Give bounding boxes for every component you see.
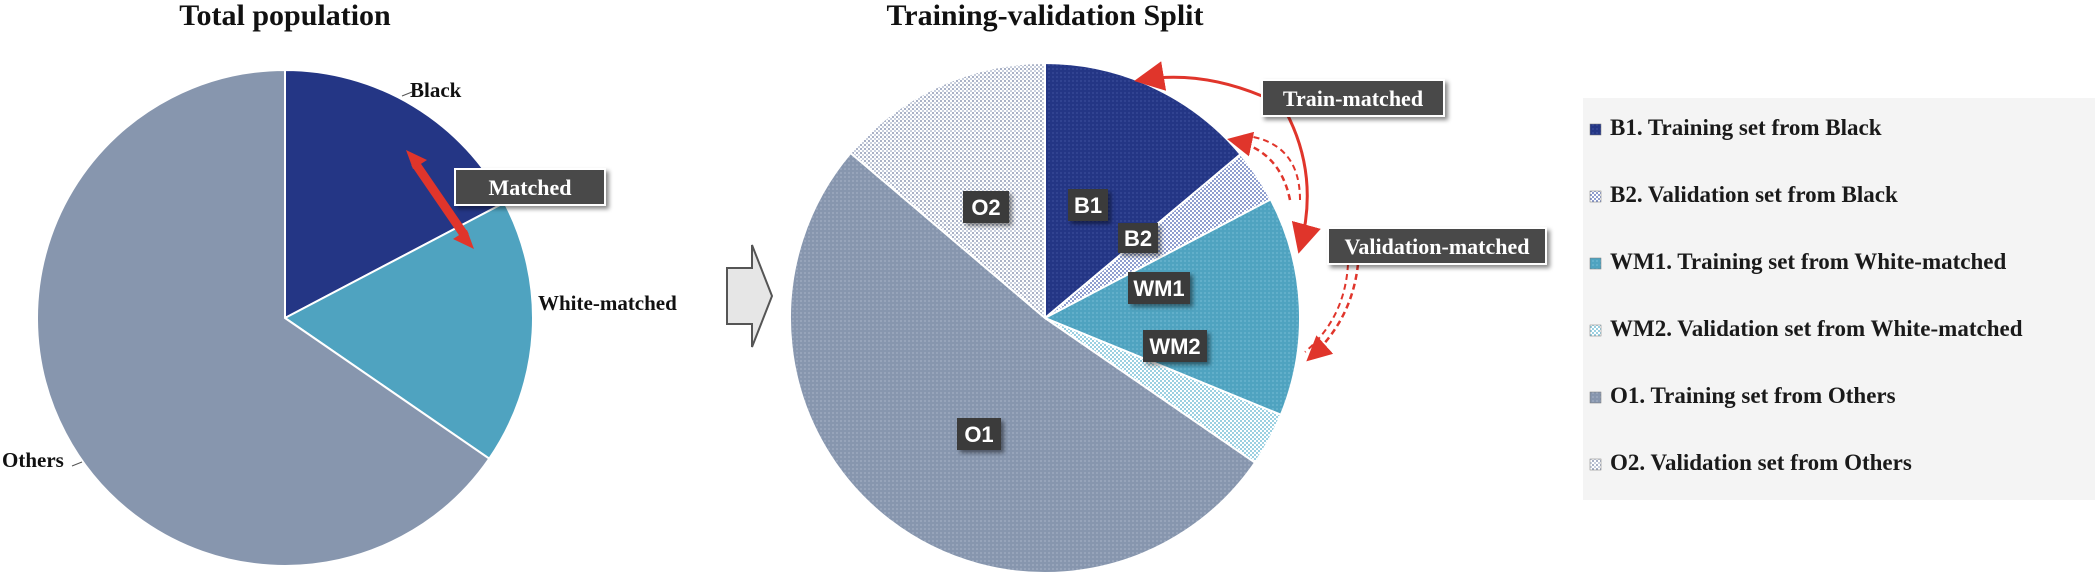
legend: B1. Training set from Black B2. Validatio… — [1589, 115, 2023, 475]
segment-label-wm1: WM1 — [1133, 276, 1184, 301]
legend-background — [1583, 98, 2095, 500]
matched-tag — [454, 168, 606, 206]
train-matched-arrows — [1134, 61, 1321, 254]
left-slice-labels: Black White-matched Others — [2, 78, 677, 472]
legend-entry-o1: O1. Training set from Others — [1610, 383, 1896, 408]
segment-label-b1: B1 — [1074, 193, 1102, 218]
validation-matched-arrows — [1227, 131, 1360, 362]
others-leader-line — [71, 461, 83, 467]
slice-label-black: Black — [410, 78, 462, 102]
right-chart-title: Training-validation Split — [886, 0, 1203, 32]
right-pie — [789, 61, 1301, 574]
legend-swatch-b2 — [1589, 190, 1602, 203]
legend-swatch-o2 — [1589, 458, 1602, 471]
legend-swatch-o1 — [1589, 391, 1602, 404]
legend-swatch-wm2 — [1589, 324, 1602, 337]
segment-label-o2: O2 — [971, 195, 1000, 220]
slice-label-others: Others — [2, 448, 64, 472]
legend-entry-wm2: WM2. Validation set from White-matched — [1610, 316, 2023, 341]
legend-entry-wm1: WM1. Training set from White-matched — [1610, 249, 2006, 274]
right-slice-wm1 — [1042, 198, 1301, 417]
left-pie — [36, 68, 534, 567]
right-slice-o2 — [849, 61, 1046, 321]
transition-arrow — [726, 244, 774, 348]
legend-swatch-b1 — [1589, 123, 1602, 136]
slice-label-white-matched: White-matched — [538, 291, 677, 315]
left-slice-others — [36, 68, 491, 567]
matched-tag-label: Matched — [488, 175, 571, 200]
legend-entry-b1: B1. Training set from Black — [1610, 115, 1882, 140]
validation-matched-tag-label: Validation-matched — [1345, 234, 1530, 259]
segment-label-o1: O1 — [964, 422, 993, 447]
left-slice-white-matched — [283, 201, 534, 461]
legend-entry-o2: O2. Validation set from Others — [1610, 450, 1912, 475]
right-segment-labels: B1 B2 WM1 WM2 O1 O2 — [957, 189, 1207, 450]
matched-arrow — [406, 150, 474, 249]
left-chart-title: Total population — [179, 0, 391, 32]
validation-matched-tag — [1327, 227, 1547, 265]
legend-swatch-wm1 — [1589, 257, 1602, 270]
train-matched-tag-label: Train-matched — [1283, 86, 1423, 111]
segment-label-wm2: WM2 — [1149, 334, 1200, 359]
legend-entry-b2: B2. Validation set from Black — [1610, 182, 1898, 207]
train-matched-tag — [1261, 79, 1445, 117]
right-slice-o1 — [789, 151, 1257, 574]
segment-label-b2: B2 — [1124, 226, 1152, 251]
black-leader-line — [401, 91, 413, 97]
